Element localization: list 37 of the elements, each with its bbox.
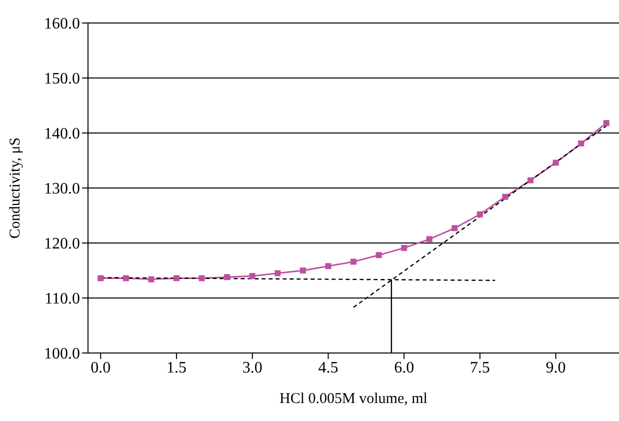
point — [376, 252, 382, 258]
point — [300, 268, 306, 274]
x-tick-label: 3.0 — [242, 359, 262, 376]
point — [98, 275, 104, 282]
point — [224, 274, 230, 280]
x-tick-label: 1.5 — [166, 359, 186, 376]
point — [325, 263, 332, 270]
point — [452, 225, 458, 232]
point — [552, 160, 559, 166]
x-tick-label: 4.5 — [318, 359, 338, 376]
point — [603, 120, 610, 126]
point — [350, 258, 356, 265]
y-axis-title: Conductivity, μS — [7, 137, 24, 239]
point — [249, 273, 256, 279]
point — [476, 211, 483, 218]
x-axis-title: HCl 0.005M volume, ml — [280, 391, 428, 407]
point — [578, 140, 584, 146]
y-tick-label: 130.0 — [44, 180, 80, 198]
y-tick-label: 160.0 — [44, 16, 80, 33]
point — [401, 244, 408, 251]
x-tick-label: 6.0 — [394, 359, 414, 376]
point — [122, 275, 129, 282]
y-tick-label: 120.0 — [44, 236, 80, 253]
y-tick-label: 140.0 — [44, 126, 80, 143]
point — [174, 275, 180, 282]
point — [528, 177, 534, 184]
point — [198, 275, 205, 282]
x-tick-label: 0.0 — [90, 359, 111, 376]
y-tick-label: 150.0 — [44, 70, 80, 88]
x-tick-label: 7.5 — [470, 359, 490, 376]
point — [274, 270, 281, 276]
y-tick-label: 110.0 — [44, 290, 80, 308]
point — [502, 194, 508, 200]
x-tick-label: 9.0 — [546, 359, 566, 376]
point — [148, 276, 154, 282]
y-tick-label: 100.0 — [44, 346, 80, 363]
point — [426, 236, 432, 242]
